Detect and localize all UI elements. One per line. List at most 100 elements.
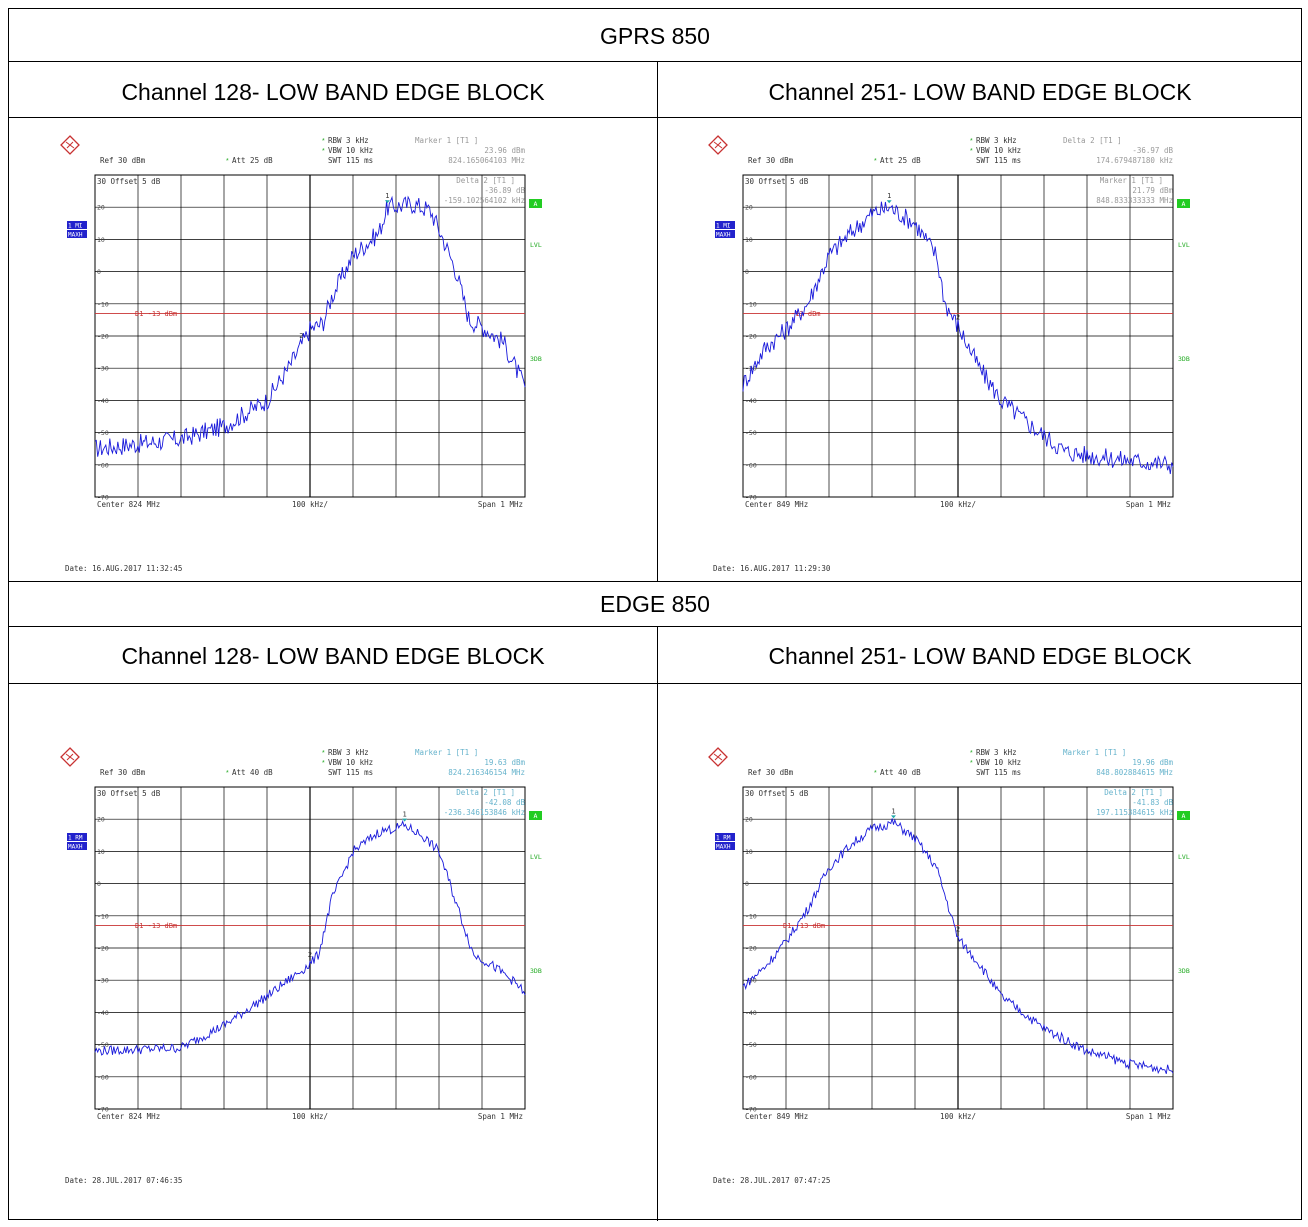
y-tick-label: -50	[745, 429, 757, 437]
side-badges: A LVL 3DB	[529, 811, 542, 975]
y-tick-label: -10	[97, 912, 109, 920]
attenuation: Att 25 dB	[232, 156, 273, 165]
indicator-star: *	[874, 158, 877, 165]
side-a: A	[534, 812, 538, 820]
y-tick-label: 0	[97, 880, 101, 888]
y-tick-label: -50	[745, 1041, 757, 1049]
marker-2-label: 2	[956, 313, 960, 321]
offset-label: 30 Offset 5 dB	[745, 177, 809, 186]
capture-date: Date: 16.AUG.2017 11:32:45	[65, 564, 182, 573]
indicator-star: *	[874, 770, 877, 777]
rbw-label: RBW 3 kHz	[328, 136, 369, 145]
y-tick-label: -30	[97, 977, 109, 985]
marker-1-label: 1	[402, 811, 406, 819]
graticule	[94, 174, 526, 498]
offset-label: 30 Offset 5 dB	[97, 789, 161, 798]
y-tick-label: -50	[97, 1041, 109, 1049]
graticule	[742, 786, 1174, 1110]
side-a: A	[1182, 812, 1186, 820]
side-lvl: LVL	[1178, 241, 1190, 249]
spectrum-trace	[742, 818, 1174, 1075]
trace-badge: 1 MI MAXH	[67, 221, 87, 239]
section-title-gprs: GPRS 850	[600, 23, 710, 49]
table-rule	[9, 626, 1301, 627]
offset-label: 30 Offset 5 dB	[745, 789, 809, 798]
graticule	[94, 786, 526, 1110]
marker-title: Marker 1 [T1 ]	[1063, 748, 1126, 757]
limit-label: D1 -13 dBm	[135, 922, 177, 930]
cell-heading: Channel 128- LOW BAND EDGE BLOCK	[121, 79, 545, 105]
side-lvl: LVL	[1178, 853, 1190, 861]
indicator-star: *	[970, 750, 973, 757]
spectrum-trace	[742, 201, 1174, 475]
swt-label: SWT 115 ms	[328, 768, 373, 777]
spectrum-trace	[94, 195, 526, 457]
marker-frequency: 848.833333333 MHz	[1096, 196, 1173, 205]
y-tick-label: -20	[745, 333, 757, 341]
indicator-star: *	[322, 750, 325, 757]
table-rule	[9, 581, 1301, 582]
marker-frequency: -159.102564102 kHz	[444, 196, 525, 205]
side-3db: 3DB	[530, 355, 542, 363]
vbw-label: VBW 10 kHz	[976, 146, 1021, 155]
center-frequency: Center 824 MHz	[97, 1112, 160, 1121]
marker-2-label: 2	[308, 951, 312, 959]
center-frequency: Center 849 MHz	[745, 500, 808, 509]
marker-2-label: 2	[299, 332, 303, 340]
side-badges: A LVL 3DB	[1177, 199, 1190, 363]
side-lvl: LVL	[530, 241, 542, 249]
marker-value: -36.97 dB	[1132, 146, 1173, 155]
trace-label: 1 MI	[716, 223, 731, 230]
vbw-label: VBW 10 kHz	[328, 758, 373, 767]
y-tick-label: 10	[97, 848, 105, 856]
marker-title: Delta 2 [T1 ]	[456, 176, 515, 185]
indicator-star: *	[970, 148, 973, 155]
y-tick-label: -70	[745, 494, 757, 502]
y-tick-label: 20	[97, 816, 105, 824]
trace-label: 1 MI	[68, 223, 83, 230]
rohde-schwarz-logo	[708, 747, 728, 767]
marker-frequency: 174.679487180 kHz	[1096, 156, 1173, 165]
marker-title: Delta 2 [T1 ]	[456, 788, 515, 797]
capture-date: Date: 28.JUL.2017 07:47:25	[713, 1176, 830, 1185]
marker-1	[886, 200, 892, 204]
y-tick-label: -40	[97, 1009, 109, 1017]
marker-value: 19.96 dBm	[1132, 758, 1173, 767]
rbw-label: RBW 3 kHz	[976, 748, 1017, 757]
y-tick-label: -70	[97, 1106, 109, 1114]
rbw-label: RBW 3 kHz	[328, 748, 369, 757]
marker-value: 19.63 dBm	[484, 758, 525, 767]
y-tick-label: 20	[745, 204, 753, 212]
frequency-division: 100 kHz/	[940, 500, 976, 509]
y-tick-label: 20	[97, 204, 105, 212]
table-rule	[657, 61, 658, 581]
side-badges: A LVL 3DB	[529, 199, 542, 363]
table-rule	[9, 61, 1301, 62]
attenuation: Att 40 dB	[232, 768, 273, 777]
frequency-division: 100 kHz/	[292, 500, 328, 509]
frequency-span: Span 1 MHz	[478, 500, 523, 509]
indicator-star: *	[322, 148, 325, 155]
spectrum-plot: * RBW 3 kHz * VBW 10 kHz SWT 115 ms Ref 30 dB…	[45, 125, 605, 575]
marker-2-label: 2	[956, 925, 960, 933]
indicator-star: *	[970, 760, 973, 767]
ref-level: Ref 30 dBm	[748, 156, 794, 165]
frequency-division: 100 kHz/	[292, 1112, 328, 1121]
marker-value: -42.08 dB	[484, 798, 525, 807]
rohde-schwarz-logo	[708, 135, 728, 155]
y-tick-label: -70	[97, 494, 109, 502]
y-tick-label: -40	[745, 397, 757, 405]
marker-value: -36.89 dB	[484, 186, 525, 195]
trace-badge: 1 RM MAXH	[67, 833, 87, 851]
center-frequency: Center 824 MHz	[97, 500, 160, 509]
marker-1	[891, 815, 896, 819]
y-tick-label: 10	[97, 236, 105, 244]
y-tick-label: -60	[745, 461, 757, 469]
indicator-star: *	[322, 138, 325, 145]
spectrum-trace	[94, 819, 526, 1056]
side-3db: 3DB	[1178, 967, 1190, 975]
marker-value: -41.83 dB	[1132, 798, 1173, 807]
results-table: GPRS 850 Channel 128- LOW BAND EDGE BLOC…	[8, 8, 1302, 1221]
